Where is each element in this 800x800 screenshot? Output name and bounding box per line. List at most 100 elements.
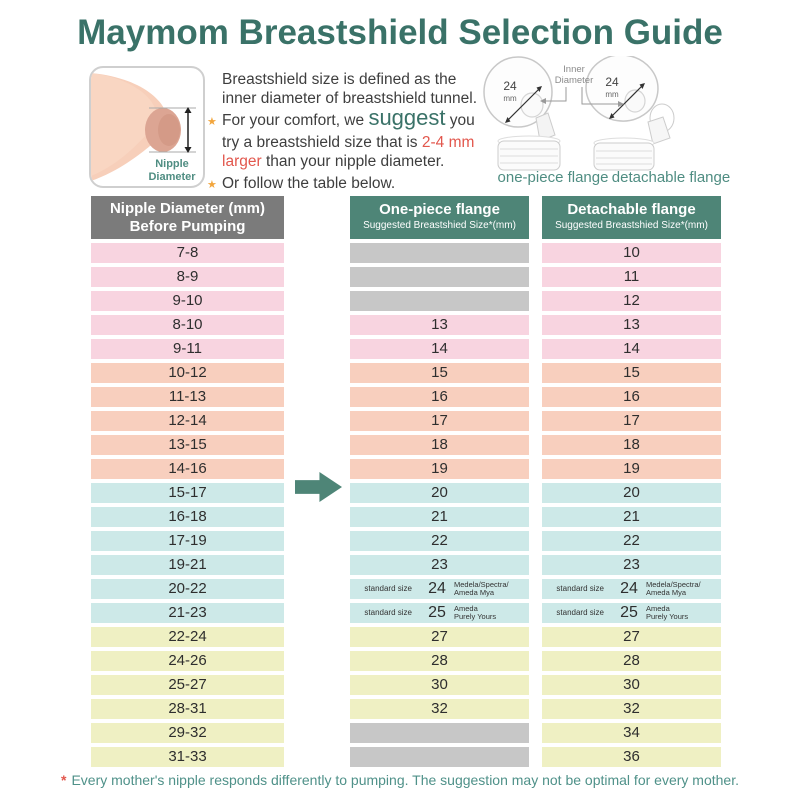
page-title: Maymom Breastshield Selection Guide (77, 13, 723, 52)
intro-line-1: Breastshield size is defined as the (222, 71, 457, 88)
cell-nipple-range: 11-13 (91, 387, 284, 407)
cell-size: 13 (542, 315, 721, 335)
cell-size-standard: standard size 24 Medela/Spectra/Ameda Mya (542, 579, 721, 599)
bullet1-line-3: larger than your nipple diameter. (222, 153, 445, 170)
one-piece-rows: 13 14 15 16 17 18 19 20 21 22 23 standard size 24 Med… (350, 243, 529, 767)
standard-size-label: standard size (364, 608, 412, 617)
suggest-emphasis: suggest (368, 105, 446, 130)
cell-size: 17 (350, 411, 529, 431)
cell-size: 20 (350, 483, 529, 503)
cell-size: 23 (350, 555, 529, 575)
cell-size: 14 (542, 339, 721, 359)
cell-size: 30 (350, 675, 529, 695)
size-value: 24 (620, 580, 638, 597)
bullet2-line: ★ Or follow the table below. (207, 174, 489, 193)
star-icon: ★ (207, 116, 217, 128)
cell-size: 12 (542, 291, 721, 311)
cell-nipple-range: 31-33 (91, 747, 284, 767)
cell-empty (350, 291, 529, 311)
nipple-label-line1: Nipple (155, 158, 189, 170)
standard-size-label: standard size (556, 584, 604, 593)
cell-size-standard: standard size 25 Ameda Purely Yours (542, 603, 721, 623)
cell-size: 10 (542, 243, 721, 263)
cell-empty (350, 747, 529, 767)
cell-size: 28 (350, 651, 529, 671)
cell-size: 19 (542, 459, 721, 479)
cell-size: 18 (542, 435, 721, 455)
cell-nipple-range: 25-27 (91, 675, 284, 695)
one-piece-size-label: 24 (503, 79, 517, 93)
cell-size: 36 (542, 747, 721, 767)
cell-size: 13 (350, 315, 529, 335)
cell-nipple-range: 13-15 (91, 435, 284, 455)
cell-size: 18 (350, 435, 529, 455)
breast-illustration-icon: Nipple Diameter (91, 73, 196, 183)
cell-nipple-range: 9-10 (91, 291, 284, 311)
nipple-diameter-diagram: Nipple Diameter (89, 66, 205, 188)
standard-size-label: standard size (556, 608, 604, 617)
cell-size: 30 (542, 675, 721, 695)
cell-nipple-range: 29-32 (91, 723, 284, 743)
cell-nipple-range: 10-12 (91, 363, 284, 383)
column-detachable: Detachable flange Suggested Breastshied … (542, 196, 721, 767)
detachable-flange-icon: 24 mm (585, 56, 675, 171)
cell-size: 21 (350, 507, 529, 527)
inner-diameter-label-line1: Inner (563, 64, 585, 75)
detachable-flange-caption: detachable flange (611, 169, 731, 186)
star-icon: ★ (207, 179, 217, 191)
cell-size: 15 (350, 363, 529, 383)
detachable-size-label: 24 (605, 75, 619, 89)
cell-nipple-range: 24-26 (91, 651, 284, 671)
detachable-header: Detachable flange Suggested Breastshied … (542, 196, 721, 239)
cell-nipple-range: 8-9 (91, 267, 284, 287)
cell-empty (350, 723, 529, 743)
cell-nipple-range: 14-16 (91, 459, 284, 479)
cell-size: 22 (350, 531, 529, 551)
cell-size: 32 (350, 699, 529, 719)
cell-nipple-range: 19-21 (91, 555, 284, 575)
pump-brands-label: Ameda Purely Yours (646, 603, 689, 621)
cell-size: 22 (542, 531, 721, 551)
detachable-rows: 10 11 12 13 14 15 16 17 18 19 20 21 22 23 standard siz… (542, 243, 721, 767)
cell-size: 23 (542, 555, 721, 575)
nipple-label-line2: Diameter (148, 171, 196, 183)
cell-nipple-range: 15-17 (91, 483, 284, 503)
cell-nipple-range: 8-10 (91, 315, 284, 335)
intro-text: Breastshield size is defined as the inne… (207, 70, 489, 193)
one-piece-unit-label: mm (503, 94, 517, 103)
bullet1-line-1: ★ For your comfort, we suggest you (207, 105, 489, 133)
cell-size: 20 (542, 483, 721, 503)
column-one-piece: One-piece flange Suggested Breastshied S… (350, 196, 529, 767)
cell-nipple-range: 12-14 (91, 411, 284, 431)
cell-size: 34 (542, 723, 721, 743)
cell-size: 11 (542, 267, 721, 287)
measure-arrow-icon (184, 107, 192, 153)
one-piece-flange-icon: 24 mm (483, 56, 561, 171)
cell-empty (350, 243, 529, 263)
one-piece-flange-caption: one-piece flange (497, 169, 609, 186)
pump-brands-label: Ameda Purely Yours (454, 603, 497, 621)
cell-size: 27 (542, 627, 721, 647)
one-piece-header: One-piece flange Suggested Breastshied S… (350, 196, 529, 239)
footnote: * Every mother's nipple responds differen… (61, 772, 739, 788)
cell-size: 32 (542, 699, 721, 719)
intro-line-2: inner diameter of breastshield tunnel. (222, 90, 478, 107)
nipple-diameter-rows: 7-8 8-9 9-10 8-10 9-11 10-12 11-13 12-14 13-15 14… (91, 243, 284, 767)
inner-diameter-label-line2: Diameter (555, 75, 594, 86)
cell-nipple-range: 16-18 (91, 507, 284, 527)
standard-size-label: standard size (364, 584, 412, 593)
cell-nipple-range: 22-24 (91, 627, 284, 647)
cell-empty (350, 267, 529, 287)
cell-size-standard: standard size 24 Medela/Spectra/Ameda Mya (350, 579, 529, 599)
cell-nipple-range: 7-8 (91, 243, 284, 263)
arrow-right-icon (295, 472, 342, 502)
detachable-unit-label: mm (605, 90, 619, 99)
cell-size: 16 (350, 387, 529, 407)
cell-size: 17 (542, 411, 721, 431)
pump-brands-label: Medela/Spectra/Ameda Mya (646, 579, 701, 597)
cell-size: 14 (350, 339, 529, 359)
cell-nipple-range: 17-19 (91, 531, 284, 551)
nipple-diameter-header: Nipple Diameter (mm) Before Pumping (91, 196, 284, 239)
flange-illustrations: 24 mm 24 mm Inner Diameter (483, 56, 675, 171)
